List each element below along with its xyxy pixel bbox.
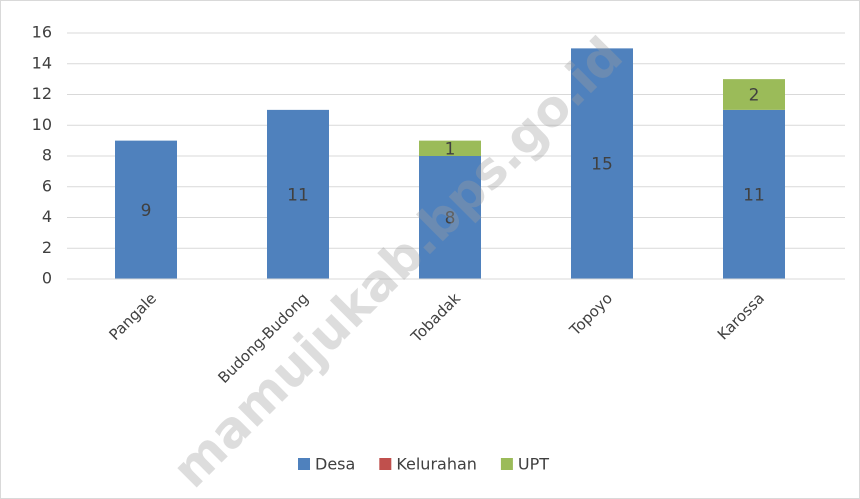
y-tick-label: 10	[32, 115, 52, 134]
y-tick-label: 2	[42, 238, 52, 257]
data-label: 2	[749, 86, 760, 106]
data-label: 15	[591, 155, 613, 175]
legend-swatch	[298, 458, 310, 470]
data-label: 1	[445, 139, 456, 159]
y-tick-label: 14	[32, 53, 52, 72]
bar-segment	[723, 79, 785, 110]
legend-swatch	[379, 458, 392, 470]
y-tick-label: 16	[32, 23, 52, 42]
legend-label: UPT	[518, 455, 549, 474]
bar-segment	[115, 140, 177, 279]
legend-label: Desa	[315, 455, 355, 474]
legend-swatch	[500, 458, 513, 470]
bar-segment	[723, 109, 785, 279]
y-tick-label: 8	[42, 146, 52, 165]
y-tick-label: 6	[42, 176, 52, 195]
data-label: 9	[141, 201, 152, 221]
data-label: 8	[445, 209, 456, 229]
data-label: 11	[287, 185, 309, 205]
bar-segment	[419, 140, 481, 156]
y-tick-label: 0	[42, 269, 52, 288]
bar-segment	[419, 156, 481, 279]
y-tick-label: 12	[32, 84, 52, 103]
bar-segment	[267, 109, 329, 279]
bar-segment	[571, 48, 633, 279]
y-tick-label: 4	[42, 207, 52, 226]
data-label: 11	[743, 185, 765, 205]
legend-label: Kelurahan	[396, 455, 477, 474]
